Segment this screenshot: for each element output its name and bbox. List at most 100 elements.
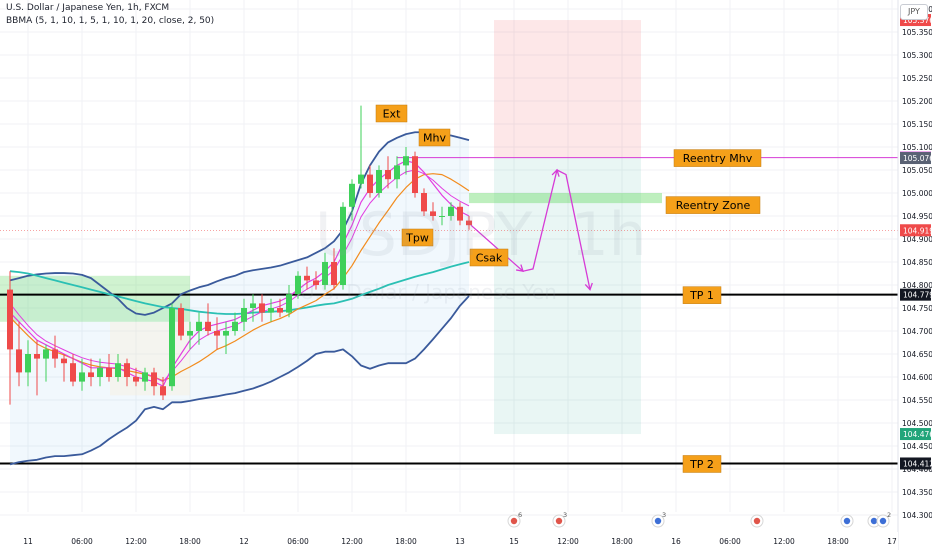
label-reentry-zone-bg (665, 196, 761, 214)
symbol-title: U.S. Dollar / Japanese Yen, 1h, FXCM (6, 3, 170, 13)
candle-body (70, 363, 76, 382)
price-tick-label: 104.950 (902, 212, 932, 221)
candle-body (151, 372, 157, 387)
label-tpw: Tpw (405, 232, 429, 245)
candle-body (295, 275, 301, 295)
currency-button[interactable]: JPY (900, 4, 928, 20)
event-flag-icon (654, 517, 662, 525)
candle-body (7, 289, 13, 350)
time-tick-label: 15 (509, 537, 519, 546)
time-tick-label: 12:00 (341, 537, 363, 546)
price-tick-label: 105.350 (902, 28, 932, 37)
time-tick-label: 18:00 (395, 537, 417, 546)
price-tick-label: 104.800 (902, 281, 932, 290)
candle-body (286, 294, 292, 313)
indicator-legend[interactable]: BBMA (5, 1, 10, 1, 5, 1, 10, 1, 20, clos… (6, 16, 215, 26)
price-tick-label: 105.300 (902, 51, 932, 60)
label-reentry-mhv-bg (673, 149, 762, 167)
candle-body (16, 349, 22, 373)
event-flag-icon (879, 517, 887, 525)
time-tick-label: 12:00 (125, 537, 147, 546)
candle-body (385, 170, 391, 180)
price-tick-label: 104.550 (902, 396, 932, 405)
candle-body (160, 386, 166, 396)
candle-body (178, 308, 184, 336)
price-tick-label: 104.750 (902, 304, 932, 313)
time-tick-label: 12 (239, 537, 249, 546)
event-flag-icon (510, 517, 518, 525)
bollinger-upper-line (9, 131, 470, 316)
candle-body (205, 321, 211, 331)
candle-body (331, 262, 337, 285)
candle-body (115, 363, 121, 377)
candle-body (439, 216, 445, 217)
reentry-zone-band (469, 193, 662, 204)
candle-body (250, 303, 256, 308)
price-tick-label: 104.650 (902, 350, 932, 359)
price-tick-label: 104.850 (902, 258, 932, 267)
candle-body (214, 331, 220, 336)
candle-body (277, 308, 283, 313)
time-tick-label: 13 (455, 537, 465, 546)
candle-body (43, 349, 49, 359)
candle-body (349, 183, 355, 207)
price-tick-label: 105.100 (902, 143, 932, 152)
highlight-zone (110, 321, 190, 396)
label-reentry-mhv: Reentry Mhv (683, 152, 753, 165)
candle-body (124, 363, 130, 377)
time-axis-bg (0, 532, 898, 550)
time-tick-label: 16 (671, 537, 681, 546)
candle-body (196, 321, 202, 331)
label-ext-bg (375, 104, 408, 123)
price-tag: 104.476 (903, 430, 932, 439)
event-count: 6 (518, 511, 522, 519)
label-tpw-bg (401, 228, 434, 247)
price-tag-bg (900, 428, 931, 441)
label-tp1: TP 1 (689, 289, 714, 302)
candle-body (25, 354, 31, 373)
label-csak: Csak (476, 252, 503, 265)
candle-body (403, 156, 409, 166)
candle-body (367, 174, 373, 193)
price-tick-label: 104.450 (902, 442, 932, 451)
ema50-line (9, 261, 470, 315)
time-tick-label: 06:00 (71, 537, 93, 546)
candle-body (142, 372, 148, 382)
price-tick-label: 105.250 (902, 74, 932, 83)
candle-body (376, 170, 382, 193)
label-mhv-bg (418, 128, 451, 147)
projection-arrowhead (584, 282, 593, 291)
ma-magenta-line-1 (9, 160, 470, 387)
bollinger-band-fill (10, 132, 469, 465)
price-tag-bg (900, 457, 931, 470)
event-count: 3 (563, 511, 567, 519)
candle-body (268, 308, 274, 313)
candle-body (34, 354, 40, 359)
price-tick-label: 105.200 (902, 97, 932, 106)
projection-path (470, 169, 591, 290)
candle-body (340, 206, 346, 285)
projection-arrowhead (551, 168, 560, 177)
time-tick-label: 18:00 (827, 537, 849, 546)
event-flag-icon (843, 517, 851, 525)
price-tick-label: 104.700 (902, 327, 932, 336)
time-tick-label: 11 (23, 537, 33, 546)
candle-body (448, 206, 454, 216)
time-tick-label: 06:00 (287, 537, 309, 546)
event-count: 3 (662, 511, 666, 519)
candle-body (187, 331, 193, 336)
bollinger-lower-line (9, 295, 470, 466)
candle-body (241, 308, 247, 322)
label-ext: Ext (383, 108, 401, 121)
price-tick-label: 104.400 (902, 465, 932, 474)
time-tick-label: 12:00 (773, 537, 795, 546)
candle-body (412, 156, 418, 193)
candle-body (466, 220, 472, 226)
candle-body (457, 206, 463, 221)
candle-body (169, 308, 175, 387)
price-tick-label: 104.300 (902, 511, 932, 520)
price-tag: 104.779 (903, 291, 932, 300)
candle-body (421, 193, 427, 212)
candle-body (106, 367, 112, 377)
